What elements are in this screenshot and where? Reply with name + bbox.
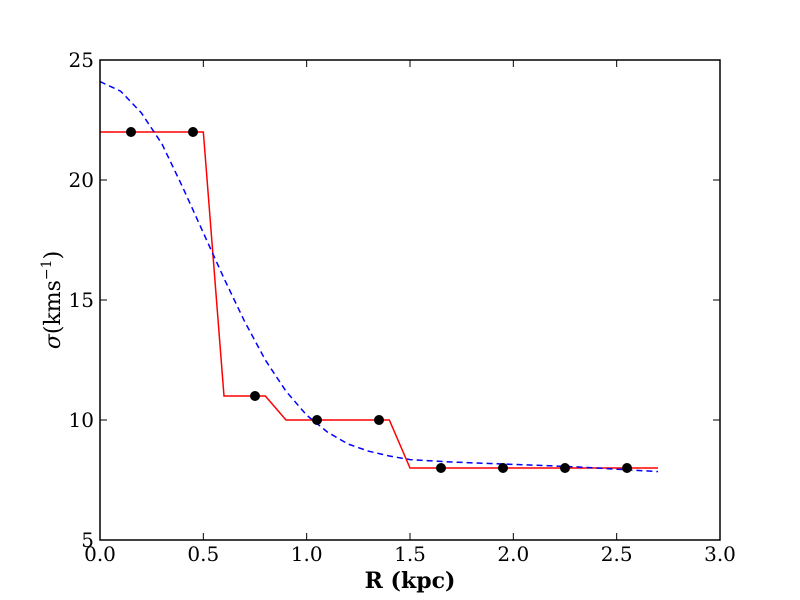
- y-tick-label: 20: [69, 168, 94, 192]
- x-tick-label: 1.0: [291, 542, 323, 566]
- data-point: [560, 463, 570, 473]
- y-axis-open-paren: (: [41, 326, 66, 335]
- y-axis-exponent: −1: [39, 259, 55, 280]
- x-tick-label: 0.5: [187, 542, 219, 566]
- data-point: [126, 127, 136, 137]
- data-point: [374, 415, 384, 425]
- y-axis-symbol: σ: [41, 333, 66, 349]
- x-tick-label: 2.0: [497, 542, 529, 566]
- data-point: [498, 463, 508, 473]
- y-tick-label: 25: [69, 48, 94, 72]
- data-point: [250, 391, 260, 401]
- y-axis-close-paren: ): [41, 251, 66, 260]
- x-tick-label: 0.0: [84, 542, 116, 566]
- y-axis-unit: kms: [41, 280, 66, 325]
- x-tick-label: 3.0: [704, 542, 736, 566]
- data-point: [188, 127, 198, 137]
- step-profile-line: [100, 131, 658, 469]
- series-layer: [99, 80, 659, 473]
- x-tick-label: 2.5: [601, 542, 633, 566]
- y-axis-label: σ(kms−1): [39, 251, 66, 349]
- y-tick-label: 5: [81, 528, 94, 552]
- y-tick-label: 10: [69, 408, 94, 432]
- y-tick-label: 15: [69, 288, 94, 312]
- data-point: [436, 463, 446, 473]
- ticks-layer: 0.0 0.5 1.0 1.5 2.0 2.5 3.0 5 10 15 20 25: [69, 48, 736, 566]
- data-point: [312, 415, 322, 425]
- data-point: [622, 463, 632, 473]
- x-tick-label: 1.5: [394, 542, 426, 566]
- x-axis-label: R (kpc): [365, 568, 456, 594]
